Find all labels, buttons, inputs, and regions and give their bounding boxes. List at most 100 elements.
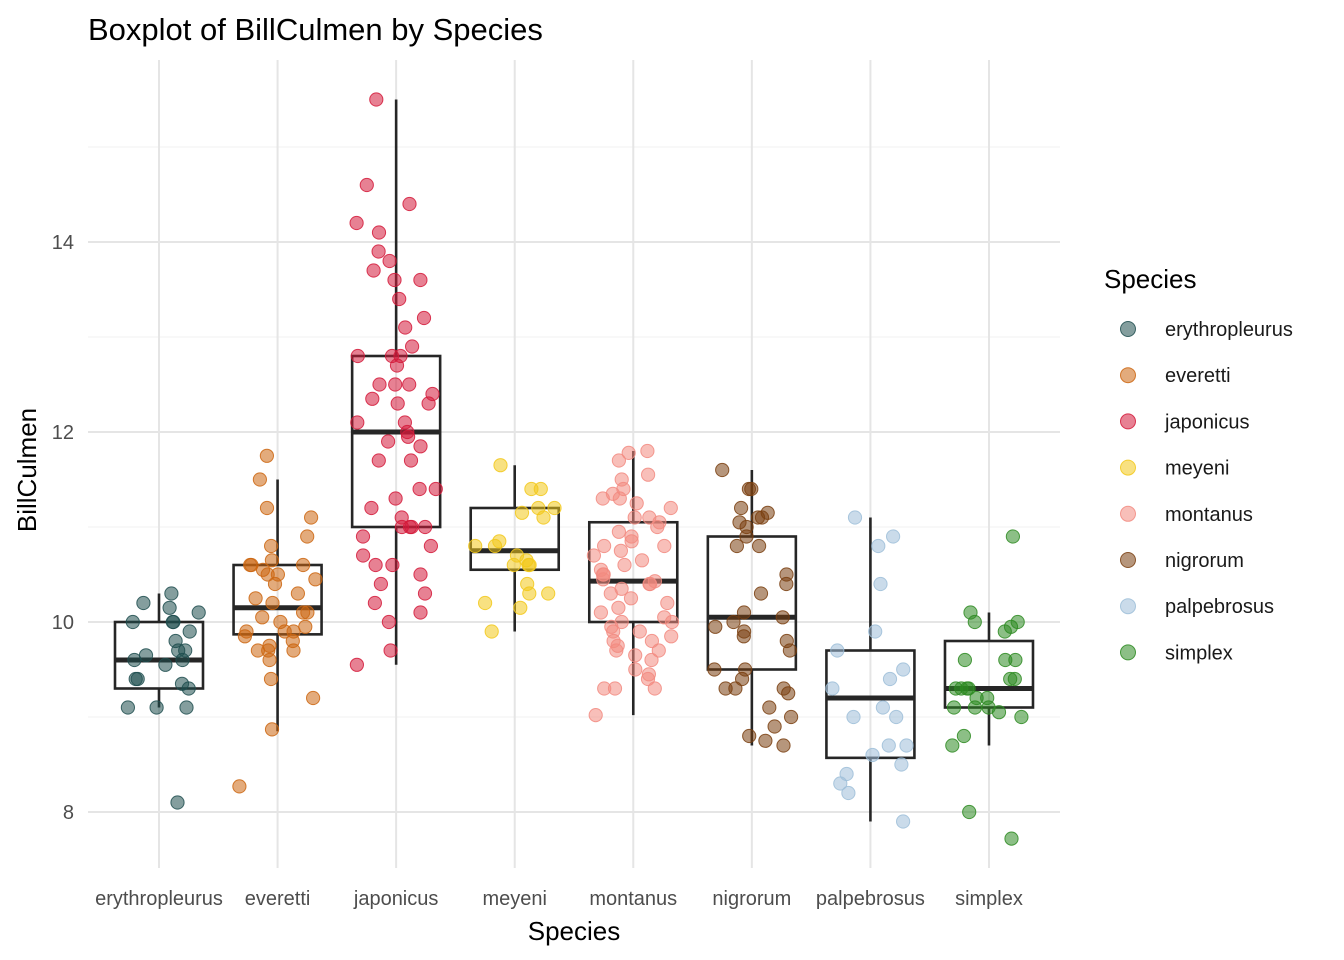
data-point-nigrorum	[729, 538, 745, 554]
data-point-montanus	[609, 643, 624, 658]
legend: Species erythropleurus everetti japonicus m…	[1104, 264, 1293, 664]
data-point-erythropleurus	[179, 700, 194, 715]
data-point-japonicus	[350, 415, 365, 430]
data-point-everetti	[252, 472, 267, 487]
data-point-japonicus	[369, 92, 384, 107]
data-point-erythropleurus	[136, 595, 151, 611]
data-point-erythropleurus	[165, 614, 180, 630]
data-point-everetti	[304, 510, 319, 525]
data-point-everetti	[264, 538, 279, 554]
data-point-japonicus	[423, 538, 438, 554]
data-point-montanus	[651, 643, 666, 658]
legend-key-erythropleurus	[1120, 321, 1136, 337]
data-point-nigrorum	[784, 709, 799, 725]
data-point-meyeni	[541, 586, 556, 601]
data-point-erythropleurus	[170, 795, 185, 810]
data-point-everetti	[263, 671, 279, 687]
point-layer	[120, 92, 1029, 846]
data-point-nigrorum	[776, 738, 791, 753]
data-point-everetti	[267, 576, 283, 592]
data-point-japonicus	[367, 595, 382, 611]
data-point-everetti	[306, 690, 321, 706]
y-tick-label: 8	[63, 802, 74, 824]
data-point-japonicus	[405, 339, 420, 354]
data-point-montanus	[617, 557, 632, 573]
data-point-montanus	[611, 524, 627, 539]
data-point-montanus	[628, 648, 643, 663]
data-point-nigrorum	[739, 529, 754, 544]
data-point-simplex	[957, 652, 973, 668]
x-tick-label: nigrorum	[712, 888, 791, 910]
data-point-japonicus	[383, 643, 398, 658]
data-point-montanus	[611, 453, 627, 468]
data-point-montanus	[628, 662, 643, 677]
legend-title: Species	[1104, 264, 1197, 294]
data-point-montanus	[644, 652, 659, 668]
legend-label: simplex	[1165, 642, 1233, 664]
data-point-japonicus	[390, 396, 405, 411]
legend-label: montanus	[1165, 504, 1253, 526]
data-point-simplex	[1005, 529, 1021, 544]
y-tick-label: 14	[52, 232, 74, 254]
data-point-meyeni	[478, 595, 493, 611]
data-point-meyeni	[484, 624, 499, 639]
chart-title: Boxplot of BillCulmen by Species	[88, 12, 543, 47]
data-point-erythropleurus	[162, 600, 177, 615]
data-point-montanus	[632, 624, 647, 639]
data-point-japonicus	[421, 396, 436, 411]
data-point-nigrorum	[741, 481, 757, 497]
data-point-nigrorum	[779, 576, 794, 592]
data-point-nigrorum	[728, 681, 743, 696]
data-point-simplex	[967, 614, 982, 630]
data-point-montanus	[627, 510, 642, 525]
data-point-meyeni	[536, 510, 551, 525]
data-point-montanus	[634, 553, 650, 568]
data-point-palpebrosus	[875, 700, 891, 715]
box-erythropleurus	[113, 620, 205, 690]
data-point-japonicus	[359, 177, 374, 193]
data-point-simplex	[961, 681, 976, 696]
legend-label: erythropleurus	[1165, 319, 1293, 341]
data-point-erythropleurus	[128, 671, 143, 687]
data-point-japonicus	[417, 586, 433, 601]
data-point-simplex	[1004, 831, 1019, 846]
data-point-simplex	[1008, 652, 1023, 668]
data-point-everetti	[290, 586, 305, 601]
data-point-everetti	[243, 557, 258, 573]
data-point-meyeni	[468, 538, 483, 554]
y-tick-label: 10	[52, 612, 74, 634]
data-point-simplex	[948, 681, 963, 696]
x-axis-title: Species	[528, 916, 621, 946]
data-point-everetti	[237, 629, 252, 644]
data-point-nigrorum	[736, 605, 752, 620]
data-point-everetti	[248, 591, 263, 606]
data-point-japonicus	[373, 576, 388, 592]
data-point-japonicus	[416, 310, 432, 326]
data-point-japonicus	[381, 614, 396, 630]
data-point-japonicus	[387, 272, 402, 288]
x-tick-label: meyeni	[482, 888, 546, 910]
x-tick-label: palpebrosus	[816, 888, 925, 910]
data-point-montanus	[621, 445, 636, 460]
data-point-montanus	[664, 614, 680, 630]
data-point-erythropleurus	[182, 624, 197, 639]
data-point-palpebrosus	[894, 757, 909, 772]
data-point-meyeni	[522, 586, 537, 601]
data-point-erythropleurus	[191, 605, 206, 620]
data-point-everetti	[286, 643, 301, 658]
data-point-erythropleurus	[158, 657, 173, 672]
data-point-montanus	[593, 605, 609, 620]
data-point-everetti	[296, 605, 311, 620]
data-point-nigrorum	[758, 733, 773, 748]
data-point-everetti	[264, 722, 280, 737]
y-axis-title: BillCulmen	[12, 408, 42, 532]
data-point-montanus	[650, 519, 665, 535]
data-point-japonicus	[392, 291, 407, 307]
data-point-nigrorum	[767, 719, 782, 734]
data-point-japonicus	[371, 453, 386, 468]
data-point-everetti	[308, 572, 323, 587]
data-point-nigrorum	[715, 462, 730, 478]
data-point-erythropleurus	[175, 652, 190, 668]
data-point-japonicus	[428, 481, 443, 497]
data-point-nigrorum	[753, 586, 769, 601]
